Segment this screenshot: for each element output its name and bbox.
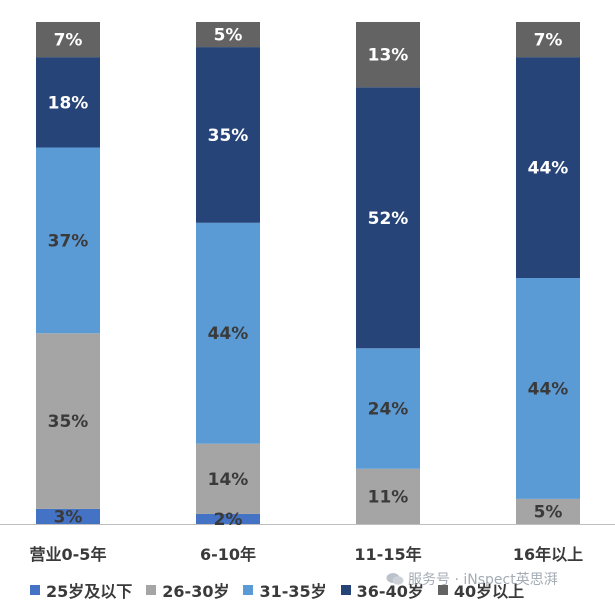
segment-labels-group: 3% 35% 37% 18% 7% 2% 14% 44% 35% 5% 11% 24% 52% 13% 5%… xyxy=(48,26,569,530)
legend: 25岁及以下 26-30岁 31-35岁 36-40岁 40岁以上 xyxy=(30,578,615,602)
chat-bubble-icon xyxy=(386,573,404,585)
legend-item: 36-40岁 xyxy=(340,578,424,602)
category-label: 16年以上 xyxy=(513,545,583,564)
legend-swatch xyxy=(30,585,40,595)
data-label: 7% xyxy=(54,31,83,51)
bar-segment xyxy=(356,87,420,349)
data-label: 37% xyxy=(48,231,89,251)
bar-segment xyxy=(36,22,100,58)
legend-label: 36-40岁 xyxy=(356,582,424,601)
category-label: 营业0-5年 xyxy=(30,545,107,564)
category-labels-group: 营业0-5年 6-10年 11-15年 16年以上 xyxy=(30,545,584,564)
bar-segment xyxy=(36,147,100,334)
bar-segment xyxy=(196,513,260,524)
category-label: 6-10年 xyxy=(200,545,256,564)
bar-segment xyxy=(36,508,100,524)
data-label: 11% xyxy=(368,487,409,507)
bars-group xyxy=(36,22,580,524)
legend-label: 31-35岁 xyxy=(259,582,327,601)
bar-segment xyxy=(356,22,420,88)
bar-segment xyxy=(516,57,580,279)
legend-item: 25岁及以下 xyxy=(30,578,132,602)
bar-segment xyxy=(356,348,420,469)
legend-swatch xyxy=(243,585,254,595)
data-label: 14% xyxy=(208,470,249,490)
legend-swatch xyxy=(340,585,351,595)
data-label: 44% xyxy=(528,159,569,179)
bar-segment xyxy=(356,468,420,524)
data-label: 44% xyxy=(208,324,249,344)
stacked-bar-chart: 3% 35% 37% 18% 7% 2% 14% 44% 35% 5% 11% 24% 52% 13% 5%… xyxy=(0,22,615,564)
legend-item: 31-35岁 xyxy=(243,578,327,602)
bar-segment xyxy=(36,333,100,509)
data-label: 3% xyxy=(54,507,83,527)
data-label: 5% xyxy=(214,26,243,46)
watermark: 服务号 · iNspect英思湃 xyxy=(386,569,558,589)
bar-segment xyxy=(196,47,260,223)
data-label: 24% xyxy=(368,400,409,420)
legend-item: 40岁以上 xyxy=(437,578,525,602)
data-label: 44% xyxy=(528,379,569,399)
data-label: 13% xyxy=(368,46,409,66)
bar-segment xyxy=(196,22,260,48)
bar-segment xyxy=(196,222,260,444)
data-label: 52% xyxy=(368,209,409,229)
legend-swatch xyxy=(437,585,448,595)
bar-segment xyxy=(36,57,100,148)
data-label: 35% xyxy=(48,412,89,432)
legend-label: 25岁及以下 xyxy=(46,582,133,601)
data-label: 2% xyxy=(214,510,243,530)
bar-segment xyxy=(516,278,580,499)
bar-segment xyxy=(196,443,260,514)
data-label: 5% xyxy=(534,502,563,522)
legend-swatch xyxy=(146,585,157,595)
legend-label: 26-30岁 xyxy=(162,582,230,601)
category-label: 11-15年 xyxy=(354,545,421,564)
legend-item: 26-30岁 xyxy=(146,578,229,602)
data-label: 7% xyxy=(534,31,563,51)
data-label: 35% xyxy=(208,126,249,146)
bar-segment xyxy=(516,22,580,58)
bar-segment xyxy=(516,498,580,524)
watermark-text: 服务号 · iNspect英思湃 xyxy=(408,572,558,588)
data-label: 18% xyxy=(48,93,89,113)
legend-label: 40岁以上 xyxy=(453,582,525,601)
